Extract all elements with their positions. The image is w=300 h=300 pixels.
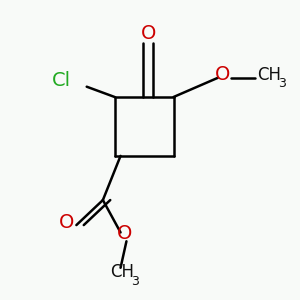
Text: CH: CH xyxy=(257,66,281,84)
Text: 3: 3 xyxy=(278,77,286,90)
Text: O: O xyxy=(214,65,230,84)
Text: O: O xyxy=(141,24,156,43)
Text: Cl: Cl xyxy=(52,71,71,90)
Text: O: O xyxy=(58,213,74,232)
Text: O: O xyxy=(117,224,133,243)
Text: CH: CH xyxy=(110,263,134,281)
Text: 3: 3 xyxy=(131,274,139,287)
